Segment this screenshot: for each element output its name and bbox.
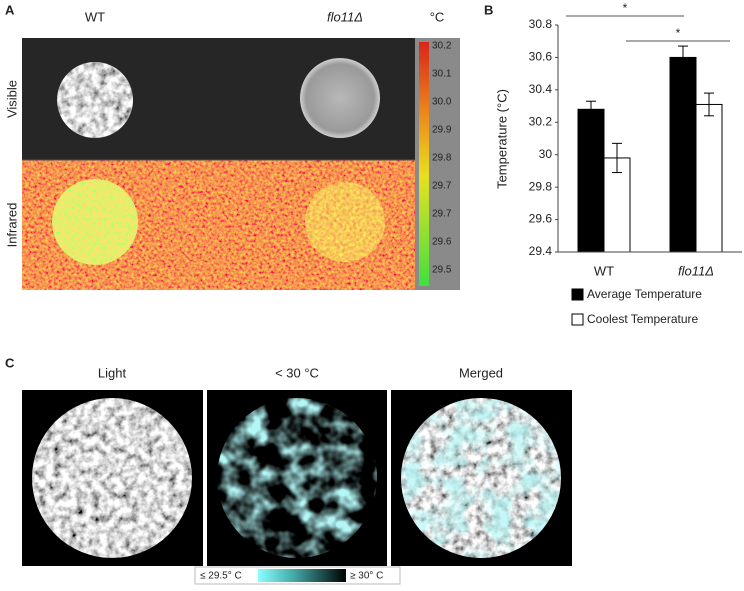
colony bbox=[57, 62, 133, 138]
scale-low: ≤ 29.5° C bbox=[200, 571, 242, 582]
error-bar bbox=[704, 92, 714, 117]
significance-star: * bbox=[676, 26, 681, 40]
cool-region bbox=[217, 398, 377, 558]
panel-label: B bbox=[484, 2, 493, 17]
colony bbox=[32, 398, 192, 558]
column-label: WT bbox=[85, 9, 105, 24]
y-tick-label: 29.8 bbox=[529, 179, 553, 193]
legend-label: Average Temperature bbox=[587, 287, 702, 301]
y-tick-label: 30.2 bbox=[529, 114, 553, 128]
colorbar-label: 29.9 bbox=[432, 125, 452, 136]
y-tick-label: 29.6 bbox=[529, 212, 553, 226]
colony-heat bbox=[52, 179, 138, 265]
x-tick-label: WT bbox=[594, 263, 614, 278]
bar bbox=[577, 108, 605, 253]
scale-high: ≥ 30° C bbox=[350, 571, 383, 582]
error-bar bbox=[612, 142, 622, 174]
colony bbox=[300, 58, 380, 138]
column-label: flo11Δ bbox=[327, 9, 363, 24]
panel-label: C bbox=[5, 355, 15, 370]
colony-heat bbox=[305, 182, 385, 262]
image-title: Light bbox=[98, 365, 127, 380]
colorbar-label: 29.8 bbox=[432, 153, 452, 164]
bar bbox=[669, 56, 697, 253]
error-bar bbox=[586, 100, 596, 118]
colorbar-label: 29.7 bbox=[432, 181, 452, 192]
bar bbox=[695, 103, 723, 253]
image-title: < 30 °C bbox=[275, 365, 319, 380]
significance-star: * bbox=[623, 1, 628, 15]
panel-label: A bbox=[5, 2, 15, 17]
legend-swatch bbox=[571, 288, 584, 301]
colorbar-unit: °C bbox=[430, 9, 445, 24]
legend-swatch bbox=[571, 313, 584, 326]
y-tick-label: 29.4 bbox=[529, 244, 553, 258]
cool-region bbox=[401, 398, 561, 558]
scale-swatches bbox=[258, 569, 346, 582]
colorbar-label: 30.1 bbox=[432, 69, 452, 80]
row-label: Visible bbox=[4, 80, 19, 118]
colorbar bbox=[419, 42, 429, 286]
image-title: Merged bbox=[459, 365, 503, 380]
colorbar-label: 30.0 bbox=[432, 97, 452, 108]
row-label: Infrared bbox=[4, 203, 19, 248]
y-tick-label: 30.6 bbox=[529, 50, 553, 64]
x-tick-label: flo11Δ bbox=[678, 263, 714, 278]
y-tick-label: 30.8 bbox=[529, 17, 553, 31]
legend-label: Coolest Temperature bbox=[587, 312, 698, 326]
y-tick-label: 30.4 bbox=[529, 82, 553, 96]
colorbar-label: 30.2 bbox=[432, 41, 452, 52]
y-axis-label: Temperature (°C) bbox=[494, 89, 509, 189]
colorbar-label: 29.7 bbox=[432, 209, 452, 220]
error-bar bbox=[678, 45, 688, 70]
colorbar-label: 29.5 bbox=[432, 265, 452, 276]
y-tick-label: 30 bbox=[539, 147, 553, 161]
colorbar-label: 29.6 bbox=[432, 237, 452, 248]
